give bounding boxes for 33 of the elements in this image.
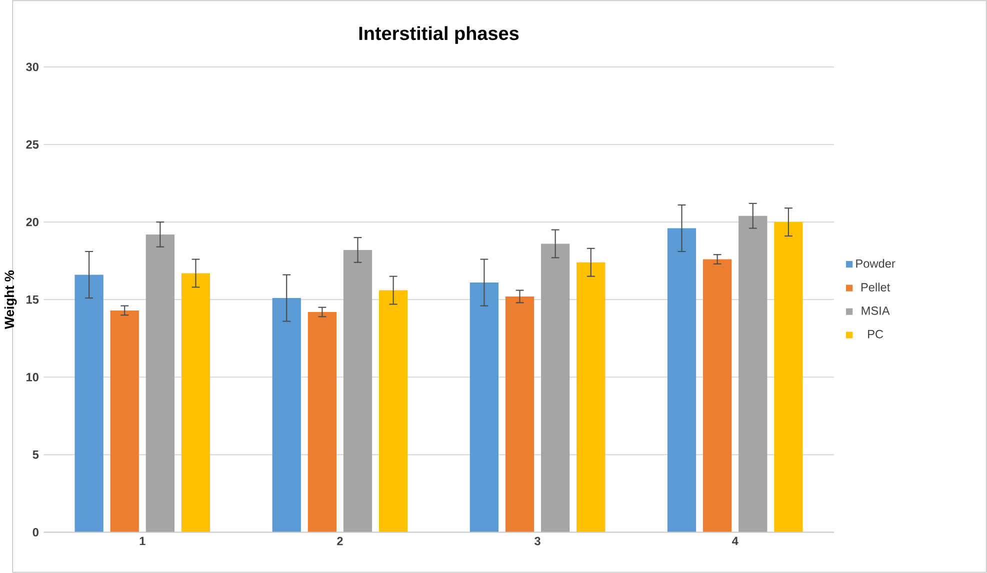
x-tick-label: 1	[140, 536, 146, 546]
y-tick-label: 20	[26, 218, 38, 226]
legend-label: Powder	[856, 259, 896, 268]
bar	[146, 234, 174, 532]
y-tick-label: 25	[26, 140, 39, 149]
bar	[181, 273, 210, 532]
y-tick-label: 0	[32, 528, 38, 536]
bar	[470, 282, 499, 532]
bar	[343, 250, 372, 532]
bar	[738, 216, 768, 532]
x-tick-label: 4	[732, 536, 738, 546]
bar	[576, 262, 606, 532]
x-tick-label: 2	[337, 536, 343, 546]
bar	[378, 290, 408, 532]
bar	[774, 222, 803, 532]
y-tick-label: 30	[26, 62, 38, 72]
bar	[74, 274, 104, 532]
y-tick-label: 5	[32, 450, 39, 459]
chart-title: Interstitial phases	[359, 26, 519, 44]
legend-label: Pellet	[861, 282, 890, 292]
bar	[540, 244, 570, 532]
y-tick-label: 15	[26, 295, 39, 304]
x-tick-label: 3	[534, 536, 540, 546]
bar	[272, 298, 301, 532]
bar	[110, 310, 139, 532]
bar	[505, 296, 534, 532]
y-tick-label: 10	[26, 372, 38, 382]
bar	[667, 228, 696, 532]
bar	[703, 259, 732, 532]
legend-label: MSIA	[862, 306, 890, 315]
y-axis-title: Weight %	[4, 270, 17, 330]
bar	[308, 312, 337, 532]
legend-label: PC	[868, 330, 884, 338]
